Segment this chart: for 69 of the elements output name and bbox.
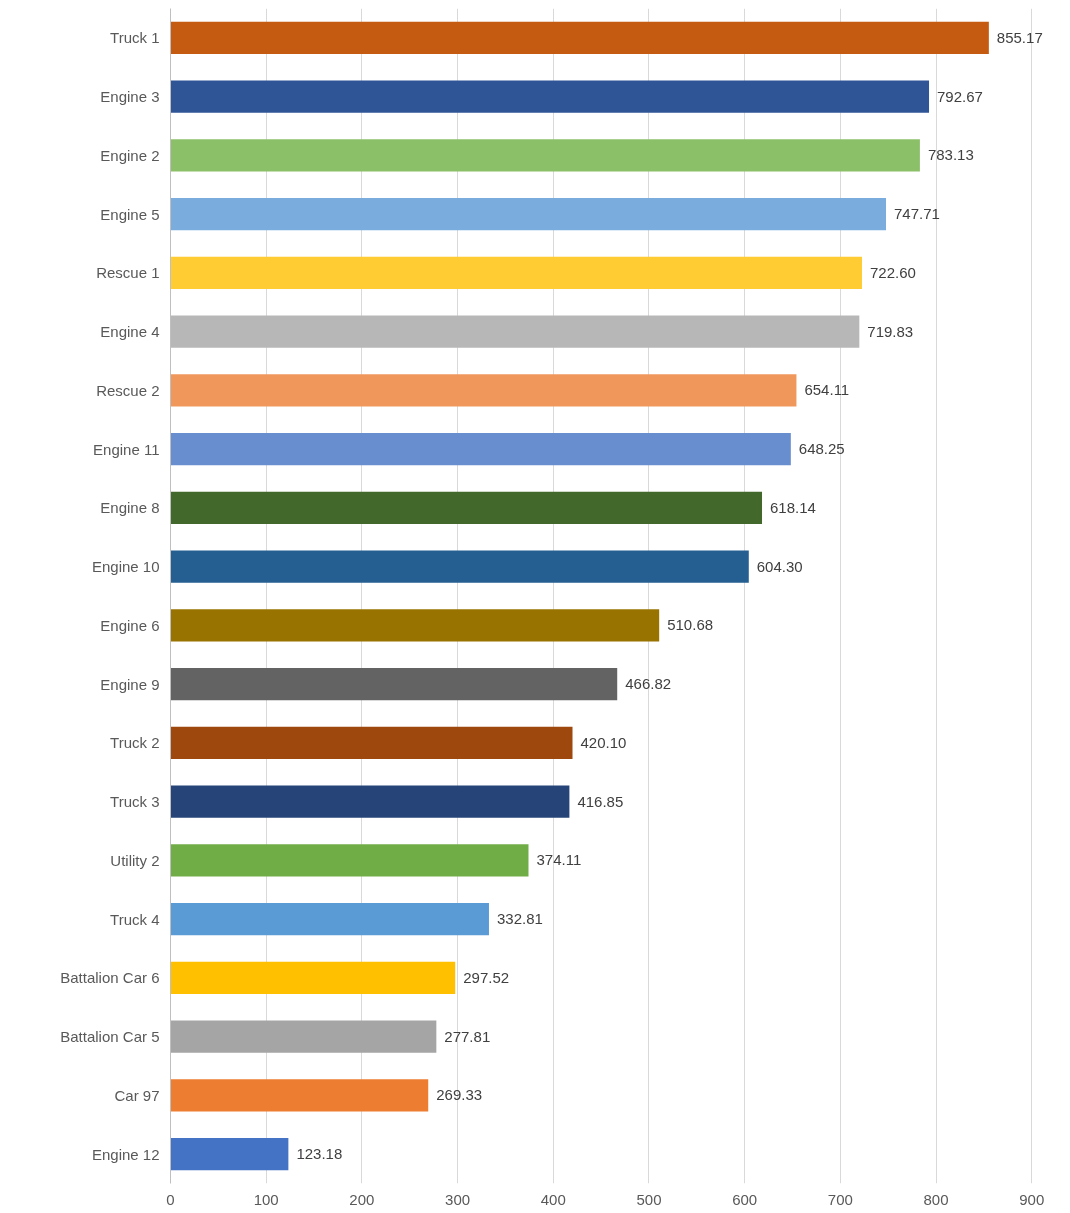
y-tick-label: Engine 10 (91, 558, 160, 576)
bar (170, 902, 489, 936)
y-tick-label: Engine 9 (100, 675, 160, 693)
x-tick-label: 300 (445, 1190, 471, 1208)
x-tick-label: 900 (1019, 1190, 1045, 1208)
data-label: 277.81 (444, 1027, 491, 1045)
x-tick-label: 600 (732, 1190, 758, 1208)
bar (170, 785, 570, 818)
data-label: 783.13 (927, 146, 974, 164)
x-tick-label: 700 (827, 1190, 853, 1208)
y-tick-label: Truck 4 (110, 910, 160, 928)
bar (170, 374, 797, 407)
y-tick-label: Battalion Car 5 (60, 1028, 160, 1046)
data-label: 332.81 (496, 910, 543, 928)
bar (170, 80, 930, 113)
y-tick-label: Truck 2 (110, 734, 160, 752)
bar (170, 1137, 289, 1171)
data-label: 604.30 (756, 557, 803, 575)
data-label: 747.71 (894, 205, 940, 223)
bar (170, 726, 573, 760)
bar (170, 197, 887, 231)
bar (170, 961, 456, 995)
y-tick-label: Rescue 1 (96, 264, 160, 282)
data-label: 618.14 (770, 498, 816, 516)
bar (170, 609, 660, 642)
data-label: 722.60 (869, 263, 916, 281)
bar (170, 550, 749, 583)
y-tick-label: Engine 11 (93, 440, 160, 458)
data-label: 648.25 (798, 440, 845, 458)
bar (170, 667, 618, 701)
y-tick-label: Engine 5 (100, 205, 160, 223)
y-tick-label: Engine 6 (100, 616, 160, 634)
bar (170, 1079, 429, 1112)
data-label: 654.11 (804, 381, 850, 399)
data-label: 420.10 (580, 733, 627, 751)
bar (170, 491, 763, 525)
data-label: 466.82 (625, 675, 672, 693)
data-label: 510.68 (667, 616, 714, 634)
data-label: 123.18 (296, 1145, 343, 1163)
x-tick-label: 0 (166, 1190, 175, 1208)
y-tick-label: Engine 3 (100, 88, 160, 106)
data-label: 374.11 (536, 851, 582, 869)
x-tick-label: 400 (540, 1190, 566, 1208)
x-tick-label: 500 (636, 1190, 662, 1208)
x-tick-label: 800 (923, 1190, 949, 1208)
x-tick-label: 100 (253, 1190, 279, 1208)
data-label: 719.83 (867, 322, 914, 340)
y-tick-label: Car 97 (114, 1086, 160, 1104)
data-label: 792.67 (937, 87, 983, 105)
bar (170, 21, 989, 55)
y-tick-label: Battalion Car 6 (60, 969, 160, 987)
y-tick-label: Engine 12 (91, 1145, 160, 1163)
y-tick-label: Engine 4 (100, 323, 160, 341)
bar (170, 256, 862, 290)
x-tick-label: 200 (349, 1190, 375, 1208)
y-tick-label: Engine 8 (100, 499, 160, 517)
data-label: 855.17 (996, 28, 1043, 46)
y-tick-label: Truck 3 (110, 793, 160, 811)
bar (170, 139, 920, 172)
bar (170, 844, 529, 877)
y-tick-label: Rescue 2 (96, 381, 160, 399)
bar (170, 432, 791, 466)
y-tick-label: Utility 2 (110, 851, 160, 869)
y-tick-label: Truck 1 (110, 29, 160, 47)
data-label: 416.85 (577, 792, 624, 810)
data-label: 297.52 (463, 968, 510, 986)
y-tick-label: Engine 2 (100, 146, 160, 164)
bar (170, 1020, 437, 1053)
data-label: 269.33 (436, 1086, 483, 1104)
